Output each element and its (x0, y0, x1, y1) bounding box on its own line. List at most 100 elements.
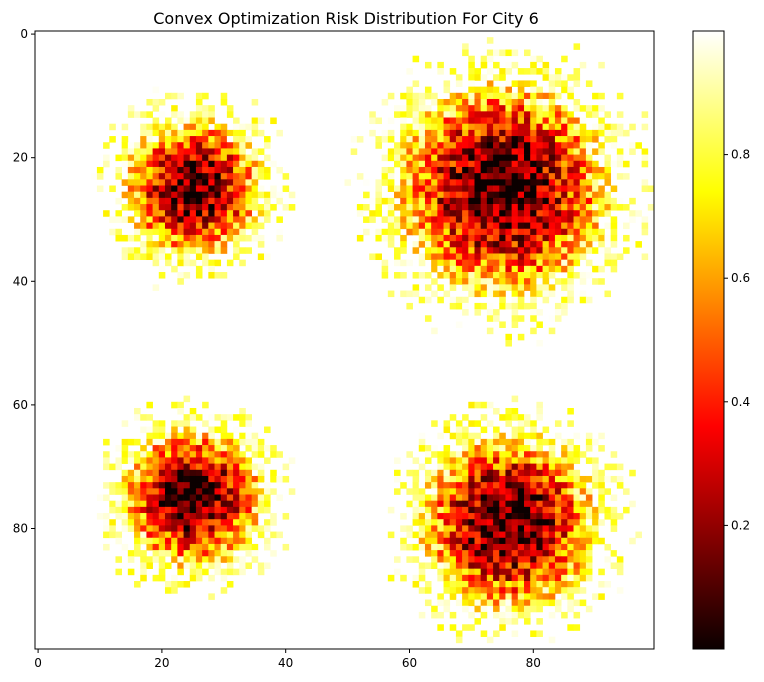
heatmap-cell (536, 340, 543, 347)
heatmap-cell (517, 92, 525, 100)
heatmap-cell (474, 74, 482, 81)
heatmap-cell (524, 111, 531, 118)
heatmap-cell (437, 253, 444, 261)
heatmap-cell (468, 438, 475, 446)
heatmap-cell (158, 494, 166, 502)
heatmap-cell (251, 550, 259, 557)
heatmap-cell (561, 581, 568, 588)
heatmap-cell (251, 451, 259, 458)
heatmap-cell (536, 568, 543, 576)
heatmap-cell (598, 142, 605, 149)
heatmap-cell (493, 136, 500, 143)
heatmap-cell (183, 241, 191, 248)
heatmap-cell (233, 222, 240, 230)
heatmap-cell (449, 259, 457, 267)
heatmap-cell (567, 574, 574, 582)
heatmap-cell (152, 543, 160, 551)
heatmap-cell (623, 488, 630, 495)
heatmap-cell (214, 191, 222, 199)
heatmap-cell (103, 438, 110, 446)
heatmap-cell (511, 618, 519, 625)
heatmap-cell (480, 556, 488, 563)
heatmap-grid (90, 37, 655, 644)
heatmap-cell (505, 482, 512, 489)
heatmap-cell (424, 537, 432, 545)
heatmap-cell (530, 129, 537, 137)
heatmap-cell (561, 475, 568, 483)
heatmap-cell (542, 438, 550, 446)
heatmap-cell (499, 142, 506, 149)
heatmap-cell (493, 204, 500, 211)
heatmap-cell (524, 488, 531, 495)
heatmap-cell (567, 494, 574, 502)
heatmap-cell (480, 550, 488, 557)
heatmap-cell (548, 185, 556, 193)
heatmap-cell (505, 247, 512, 254)
heatmap-cell (387, 574, 395, 582)
heatmap-cell (183, 160, 191, 168)
heatmap-cell (226, 173, 234, 180)
heatmap-cell (214, 234, 222, 242)
heatmap-cell (424, 253, 432, 261)
heatmap-cell (598, 228, 605, 236)
heatmap-cell (103, 457, 110, 464)
heatmap-cell (474, 605, 482, 613)
heatmap-cell (561, 117, 568, 125)
heatmap-cell (164, 587, 172, 594)
heatmap-cell (499, 494, 506, 502)
heatmap-cell (115, 513, 123, 520)
heatmap-cell (474, 519, 482, 526)
heatmap-cell (171, 494, 178, 502)
heatmap-cell (524, 618, 531, 625)
heatmap-cell (511, 475, 519, 483)
heatmap-cell (220, 451, 228, 458)
heatmap-cell (140, 154, 147, 162)
heatmap-cell (505, 98, 512, 106)
heatmap-cell (585, 148, 593, 155)
heatmap-cell (233, 173, 240, 180)
heatmap-cell (164, 469, 172, 477)
heatmap-cell (493, 630, 500, 637)
heatmap-cell (468, 543, 475, 551)
heatmap-cell (486, 247, 494, 254)
heatmap-cell (412, 129, 420, 137)
heatmap-cell (183, 247, 191, 254)
heatmap-cell (455, 278, 463, 285)
heatmap-cell (480, 117, 488, 125)
heatmap-cell (561, 482, 568, 489)
heatmap-cell (517, 160, 525, 168)
heatmap-cell (418, 179, 426, 186)
heatmap-cell (474, 488, 482, 495)
heatmap-cell (127, 469, 135, 477)
heatmap-cell (171, 543, 178, 551)
heatmap-cell (517, 568, 525, 576)
heatmap-cell (251, 98, 259, 106)
heatmap-cell (195, 272, 203, 279)
heatmap-cell (276, 197, 283, 205)
heatmap-cell (468, 136, 475, 143)
heatmap-cell (140, 210, 147, 217)
heatmap-cell (524, 265, 531, 273)
heatmap-cell (548, 574, 556, 582)
heatmap-cell (455, 111, 463, 118)
heatmap-cell (257, 562, 265, 570)
heatmap-cell (455, 197, 463, 205)
heatmap-cell (134, 543, 141, 551)
heatmap-cell (152, 420, 160, 427)
heatmap-cell (530, 463, 537, 471)
heatmap-cell (387, 241, 395, 248)
heatmap-cell (226, 216, 234, 223)
heatmap-cell (251, 432, 259, 440)
heatmap-cell (585, 537, 593, 545)
heatmap-cell (486, 228, 494, 236)
heatmap-cell (356, 173, 364, 180)
heatmap-cell (573, 234, 581, 242)
heatmap-cell (239, 179, 246, 186)
heatmap-cell (462, 432, 469, 440)
heatmap-cell (561, 123, 568, 131)
heatmap-cell (406, 191, 413, 199)
heatmap-cell (431, 278, 438, 285)
heatmap-cell (245, 543, 252, 551)
heatmap-cell (158, 136, 166, 143)
heatmap-cell (548, 166, 556, 174)
